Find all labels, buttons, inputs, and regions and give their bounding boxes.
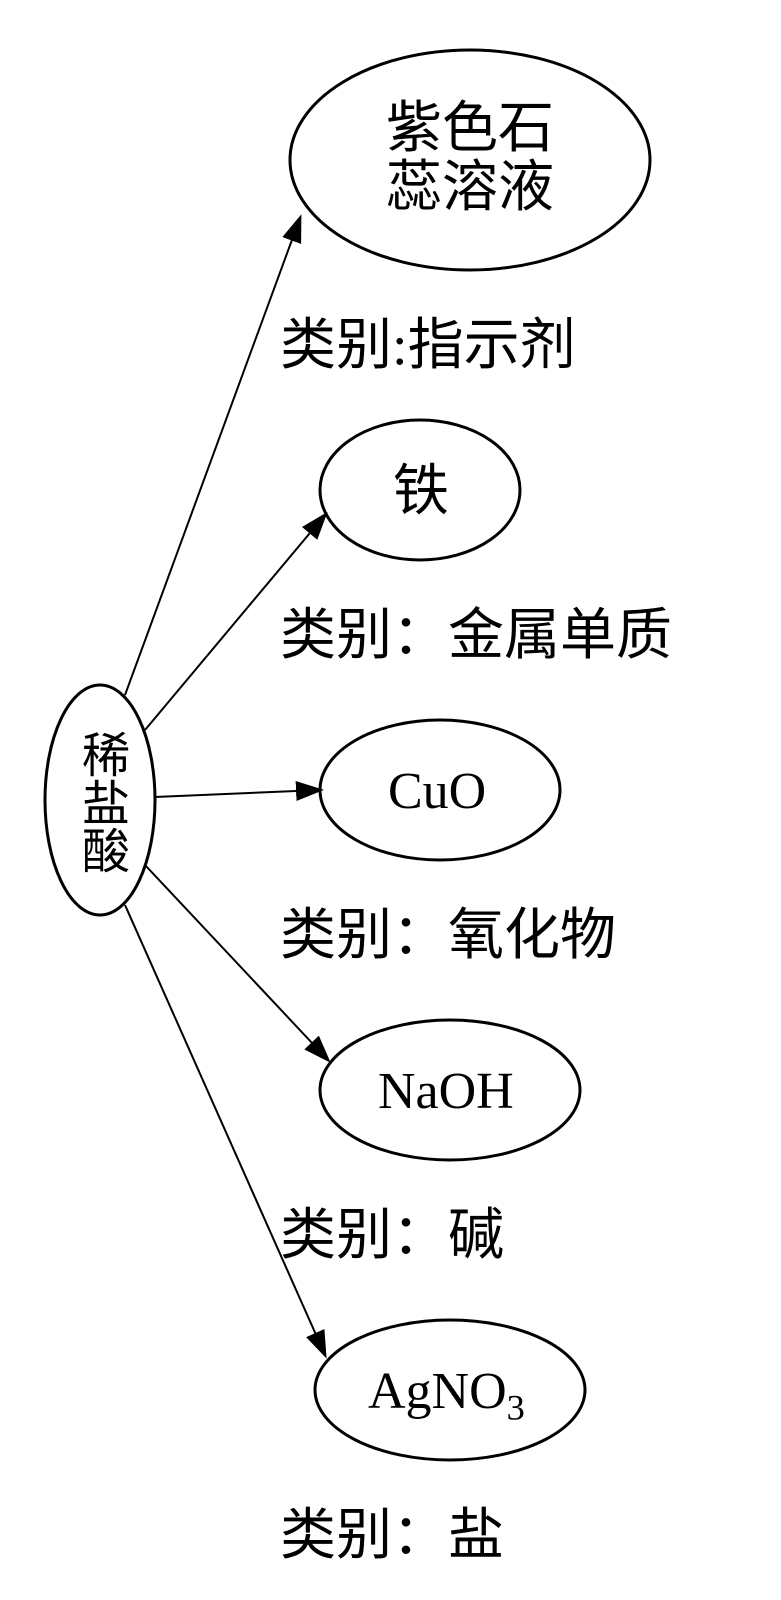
target-node-label-naoh: NaOH [378, 1065, 514, 1120]
category-label-litmus: 类别:指示剂 [280, 300, 576, 381]
category-prefix: 类别： [280, 1205, 448, 1267]
category-value: 指示剂 [408, 315, 576, 377]
label-subscript: 3 [507, 1387, 525, 1427]
target-node-label-iron: 铁 [393, 463, 449, 522]
target-node-label-agno3: AgNO3 [368, 1365, 525, 1427]
center-node-label: 稀盐酸 [76, 730, 124, 874]
category-prefix: 类别: [280, 315, 408, 377]
category-value: 金属单质 [448, 605, 672, 667]
label-line1: 紫色石 [386, 100, 554, 159]
edge [155, 790, 320, 797]
label-main: AgNO [368, 1363, 507, 1420]
category-value: 盐 [448, 1505, 504, 1567]
category-prefix: 类别： [280, 1505, 448, 1567]
category-prefix: 类别： [280, 605, 448, 667]
category-value: 碱 [448, 1205, 504, 1267]
category-value: 氧化物 [448, 905, 616, 967]
category-label-naoh: 类别：碱 [280, 1190, 504, 1271]
category-label-agno3: 类别：盐 [280, 1490, 504, 1571]
edge [125, 905, 325, 1355]
label-line2: 蕊溶液 [386, 159, 554, 218]
category-label-iron: 类别：金属单质 [280, 590, 672, 671]
edge [125, 218, 300, 695]
target-node-label-litmus: 紫色石蕊溶液 [386, 100, 554, 218]
category-prefix: 类别： [280, 905, 448, 967]
category-label-cuo: 类别：氧化物 [280, 890, 616, 971]
target-node-label-cuo: CuO [388, 765, 486, 820]
